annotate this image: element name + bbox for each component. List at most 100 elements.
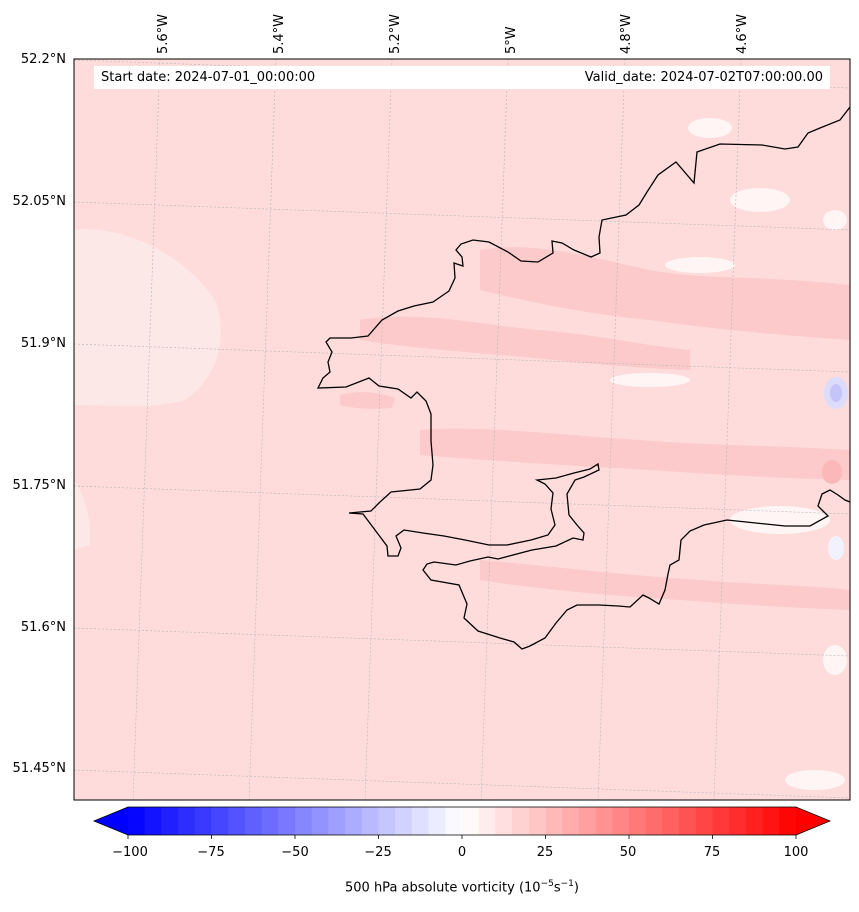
colorbar-tick-marks [127,835,797,839]
colorbar-extend-high [796,807,830,835]
header-box [94,66,830,89]
colorbar-segment [428,807,446,835]
colorbar-segment [729,807,747,835]
colorbar-segment [712,807,730,835]
lat-label-51.45: 51.45°N [12,761,66,776]
lon-label-5.4: 5.4°W [272,13,287,54]
colorbar-tick-label: 25 [536,845,554,860]
colorbar-segment [528,807,547,835]
vorticity-contour-light-southwest [74,480,91,550]
lat-gridline-51.9 [74,343,850,373]
colorbar-segment [495,807,513,835]
colorbar-segment [161,807,179,835]
lat-label-52.05: 52.05°N [12,194,66,209]
colorbar-segment [411,807,430,835]
colorbar-segment [378,807,396,835]
colorbar-segment [178,807,196,835]
colorbar-segment [228,807,246,835]
lon-gridline-5.4 [248,59,277,800]
colorbar-segment [144,807,162,835]
colorbar-segment [361,807,380,835]
lon-gridline-4.6 [713,59,742,800]
colorbar-segment [512,807,530,835]
colorbar-segment [278,807,296,835]
vorticity-contour-negative-2 [828,536,844,560]
vorticity-contours [74,118,850,790]
colorbar-segment [645,807,663,835]
colorbar-tick-label: −100 [112,845,148,860]
colorbar-segment [679,807,697,835]
lon-gridline-5.0 [480,59,509,800]
vorticity-contour-white-6 [823,210,847,230]
colorbar-segment [762,807,780,835]
coastline [316,106,850,650]
colorbar-segment [295,807,313,835]
lon-label-4.6: 4.6°W [735,13,750,54]
vorticity-contour-white-1 [688,118,732,138]
colorbar-segment [779,807,797,835]
colorbar-label-exp2: −1 [560,879,574,889]
colorbar-segment [311,807,329,835]
lon-label-4.8: 4.8°W [619,13,634,54]
colorbar-tick-label: 75 [703,845,721,860]
lon-label-5.2: 5.2°W [388,13,403,54]
colorbar-label-text: 500 hPa absolute vorticity (10 [345,880,541,896]
colorbar-label-end: ) [573,880,579,896]
lat-label-51.6: 51.6°N [20,620,66,635]
lat-gridline-51.75 [74,485,850,515]
colorbar-segment [478,807,496,835]
colorbar-tick-label: 0 [457,845,467,860]
lat-label-52.2: 52.2°N [20,52,66,67]
colorbar-segment [662,807,680,835]
colorbar-segment [545,807,563,835]
vorticity-contour-band-1 [480,247,850,340]
colorbar-segment [445,807,463,835]
vorticity-contour-band-5 [340,392,395,409]
lat-gridline-51.6 [74,627,850,657]
vorticity-contour-white-5 [730,506,830,534]
vorticity-contour-white-3 [665,257,735,273]
colorbar-extend-low [94,807,128,835]
colorbar-segment [612,807,630,835]
colorbar-segment [194,807,213,835]
vorticity-contour-light-west [74,229,221,407]
colorbar-segment [595,807,613,835]
vorticity-contour-white-8 [823,645,847,675]
lon-gridline-4.8 [597,59,626,800]
map-frame [73,58,851,801]
colorbar-tick-label: 100 [783,845,809,860]
colorbar-segment [562,807,580,835]
colorbar-tick-label: −50 [281,845,309,860]
colorbar-segment [345,807,363,835]
colorbar-segment [211,807,229,835]
lon-label-5.0: 5°W [504,26,519,54]
start-date-label: Start date: 2024-07-01_00:00:00 [101,70,316,85]
colorbar-segment [578,807,597,835]
colorbar-segment [244,807,263,835]
colorbar-segments [128,807,797,835]
colorbar-segment [328,807,346,835]
vorticity-contour-band-2 [360,316,690,370]
lat-label-51.75: 51.75°N [12,478,66,493]
colorbar-segment [629,807,647,835]
lat-label-51.9: 51.9°N [20,336,66,351]
colorbar-segment [128,807,146,835]
vorticity-contour-band-3 [420,428,850,480]
colorbar-tick-label: 50 [619,845,637,860]
valid-date-label: Valid_date: 2024-07-02T07:00:00.00 [584,70,823,85]
colorbar-label-mid: s [553,880,561,896]
colorbar-segment [745,807,764,835]
lon-label-5.6: 5.6°W [156,13,171,54]
colorbar-label: 500 hPa absolute vorticity (10−5s−1) [0,879,859,896]
colorbar-label-exp1: −5 [540,879,554,889]
colorbar-segment [261,807,279,835]
colorbar-tick-label: −25 [364,845,392,860]
lat-gridline-51.45 [74,769,850,799]
lat-gridline-52.05 [74,201,850,231]
vorticity-contour-negative-core [830,384,842,402]
vorticity-contour-white-4 [610,373,690,387]
lon-gridline-5.6 [132,59,161,800]
colorbar-segment [462,807,480,835]
